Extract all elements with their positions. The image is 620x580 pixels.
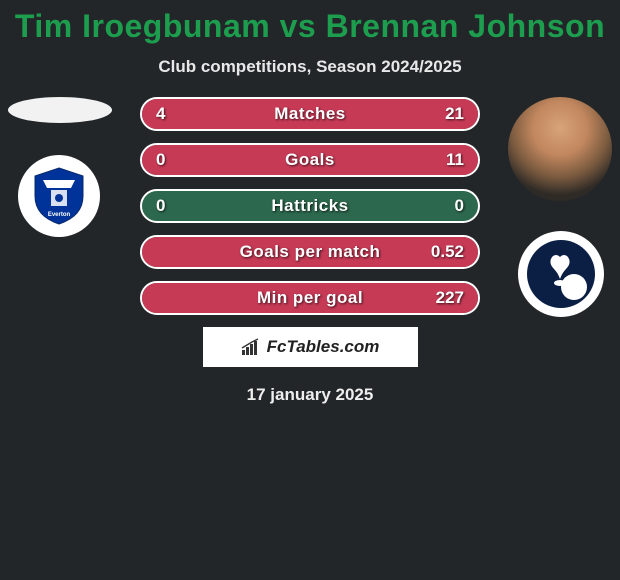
stat-left-value: 0	[156, 196, 192, 216]
comparison-title: Tim Iroegbunam vs Brennan Johnson	[0, 0, 620, 45]
stat-right-value: 0.52	[428, 242, 464, 262]
vs-text: vs	[280, 8, 317, 44]
stat-rows-container: 4 Matches 21 0 Goals 11 0 Hattricks 0 Goals per m…	[140, 97, 480, 315]
chart-icon	[241, 338, 263, 356]
stat-label: Hattricks	[271, 196, 348, 216]
stat-label: Matches	[274, 104, 346, 124]
player-left-photo	[8, 97, 112, 123]
stat-right-value: 11	[428, 150, 464, 170]
footer-date: 17 january 2025	[0, 385, 620, 405]
stat-right-value: 0	[428, 196, 464, 216]
club-left-crest: Everton	[18, 155, 100, 237]
stat-left-value: 4	[156, 104, 192, 124]
comparison-content: Everton 4 Matches 21 0 Goals 11 0 Hattricks 0 Goa…	[0, 97, 620, 405]
player-right-name: Brennan Johnson	[326, 8, 606, 44]
stat-right-value: 21	[428, 104, 464, 124]
player-left-name: Tim Iroegbunam	[15, 8, 270, 44]
stat-row: 0 Hattricks 0	[140, 189, 480, 223]
stat-label: Min per goal	[257, 288, 363, 308]
everton-icon: Everton	[31, 166, 87, 226]
stat-right-value: 227	[428, 288, 464, 308]
right-player-column	[508, 97, 612, 317]
player-right-photo	[508, 97, 612, 201]
brand-badge: FcTables.com	[203, 327, 418, 367]
stat-row: Min per goal 227	[140, 281, 480, 315]
stat-row: Goals per match 0.52	[140, 235, 480, 269]
stat-label: Goals	[285, 150, 335, 170]
stat-left-value: 0	[156, 150, 192, 170]
stat-row: 4 Matches 21	[140, 97, 480, 131]
stat-row: 0 Goals 11	[140, 143, 480, 177]
stat-label: Goals per match	[240, 242, 381, 262]
brand-name: FcTables.com	[267, 337, 380, 357]
subtitle: Club competitions, Season 2024/2025	[0, 57, 620, 77]
club-right-crest	[518, 231, 604, 317]
tottenham-icon	[526, 239, 596, 309]
left-player-column: Everton	[8, 97, 112, 237]
svg-text:Everton: Everton	[48, 212, 71, 218]
